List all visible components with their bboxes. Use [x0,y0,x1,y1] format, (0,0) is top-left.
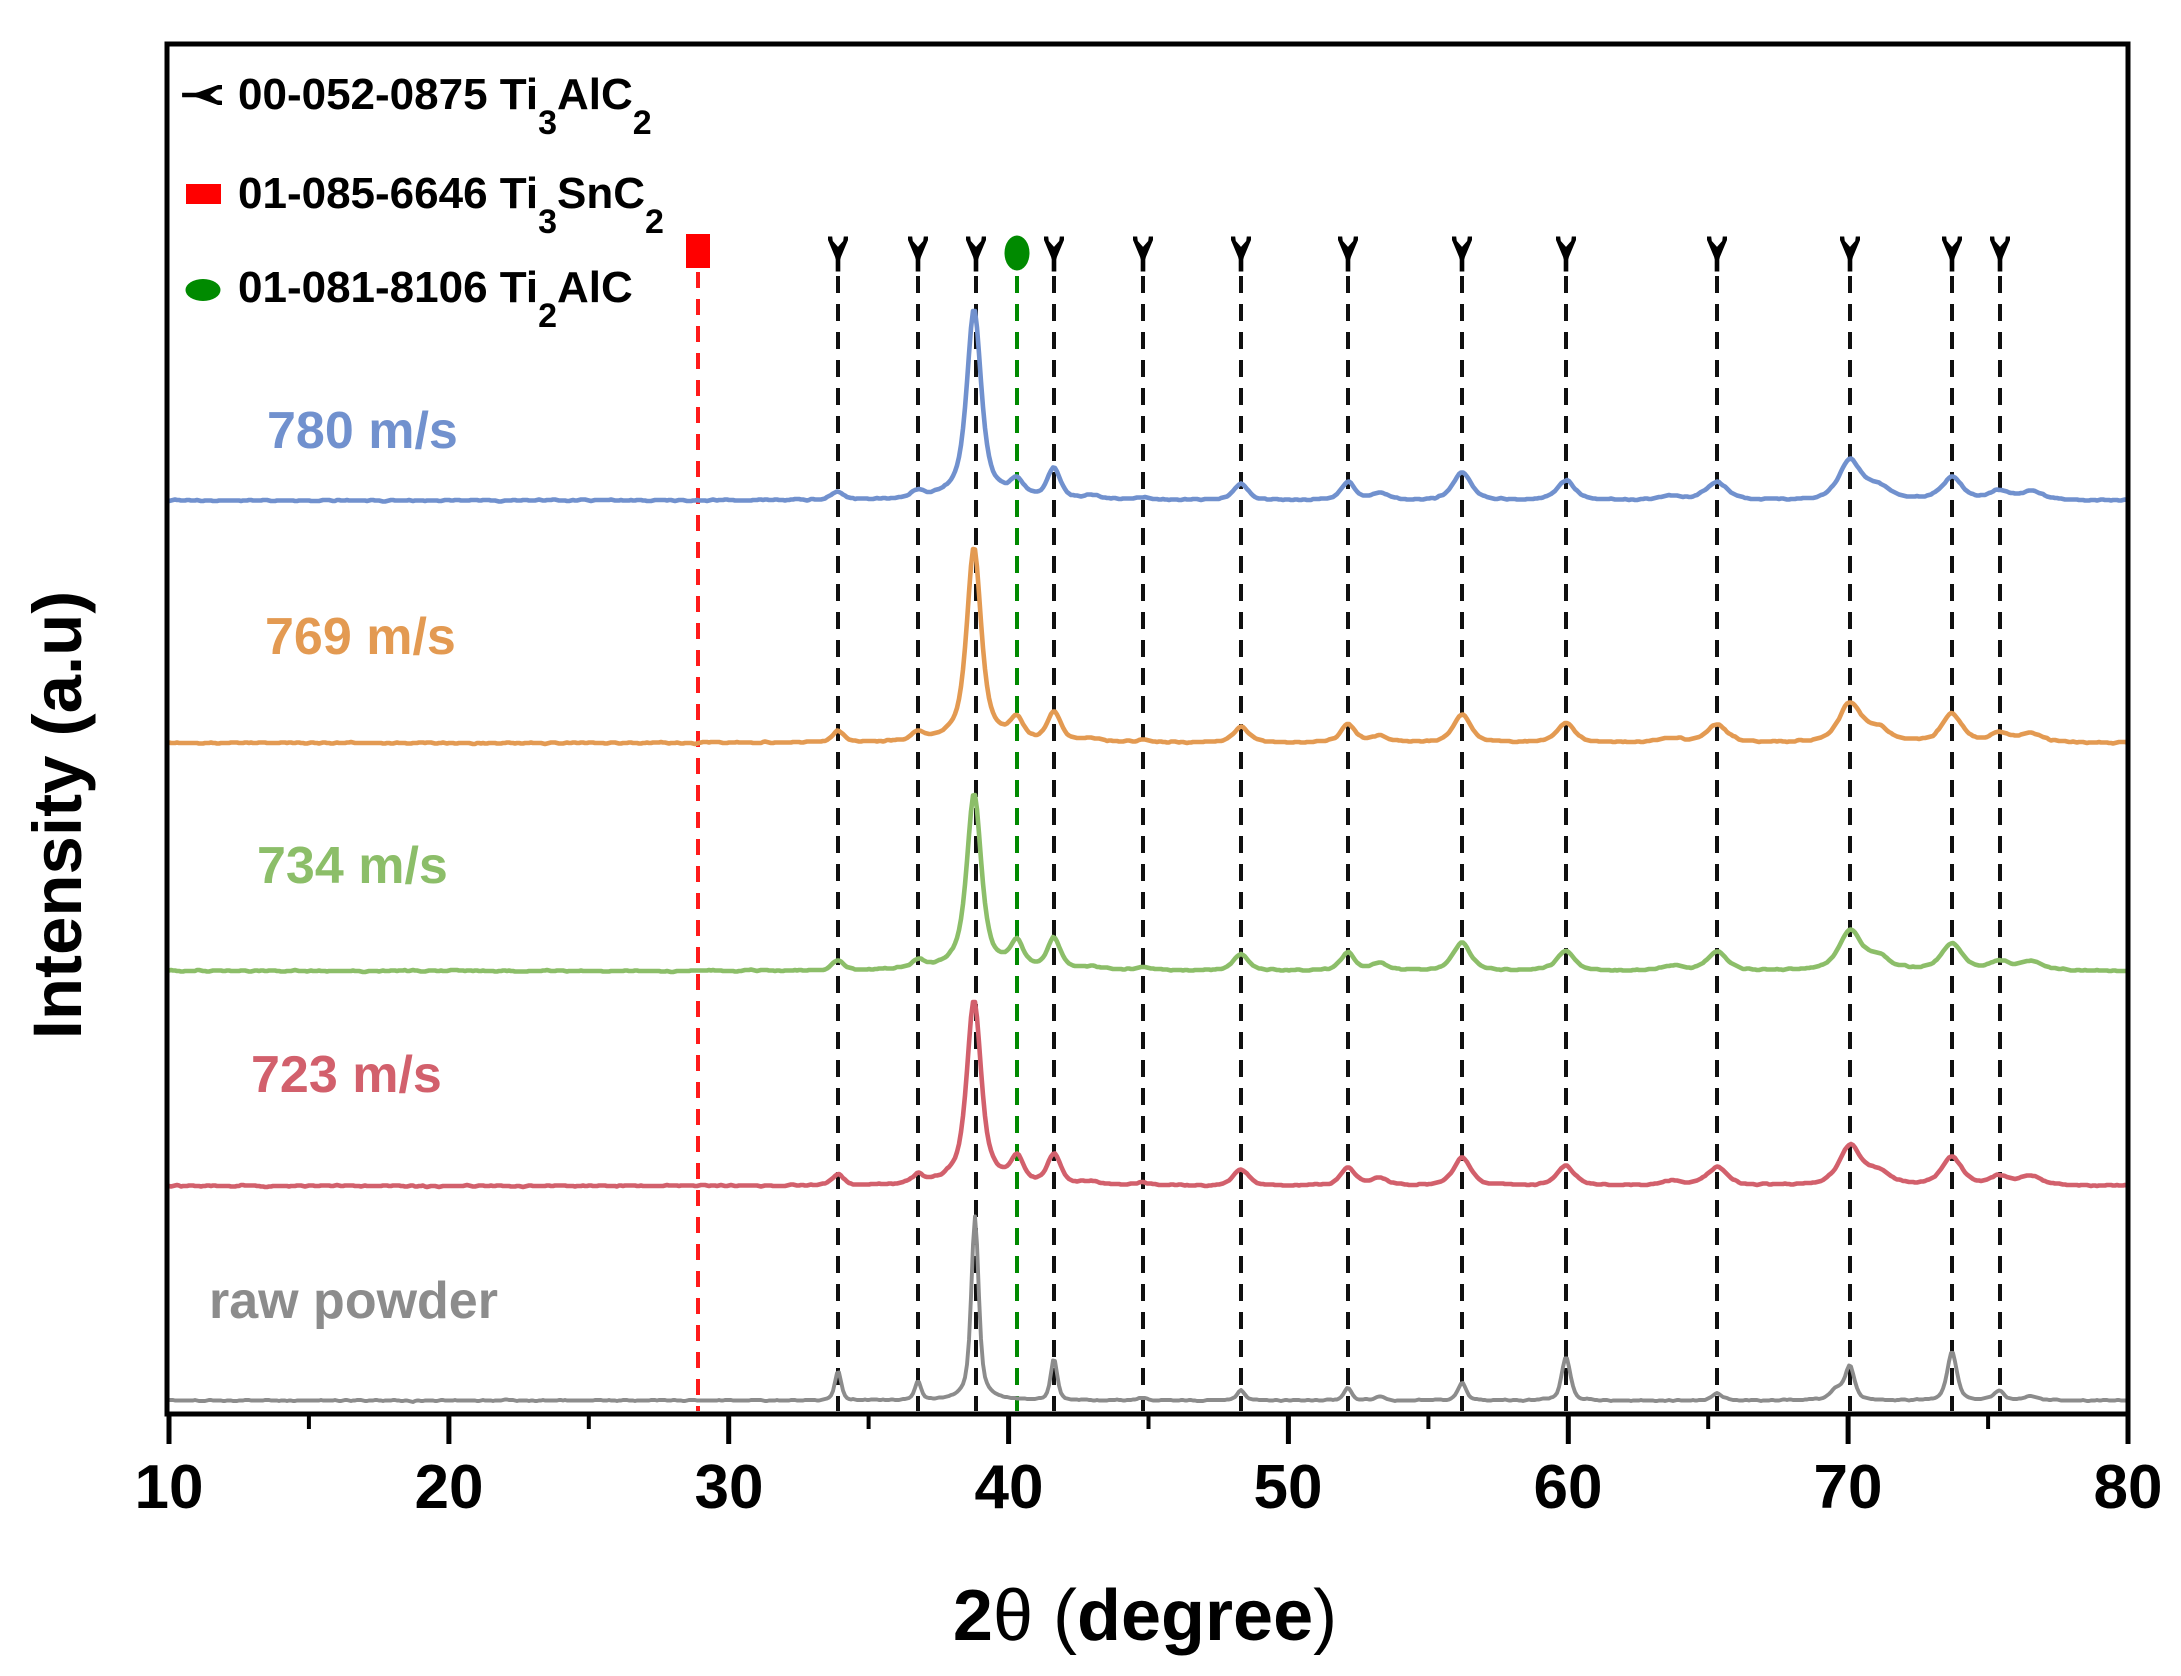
svg-text:20: 20 [415,1453,484,1522]
svg-text:60: 60 [1534,1453,1603,1522]
svg-text:80: 80 [2094,1453,2163,1522]
svg-text:10: 10 [135,1453,204,1522]
svg-text:40: 40 [975,1453,1044,1522]
svg-text:780 m/s: 780 m/s [267,402,458,460]
svg-text:734 m/s: 734 m/s [257,837,448,895]
svg-text:raw powder: raw powder [209,1272,498,1330]
svg-text:2θ (degree): 2θ (degree) [953,1576,1337,1656]
svg-text:723 m/s: 723 m/s [251,1046,442,1104]
svg-text:769 m/s: 769 m/s [265,608,456,666]
svg-text:Intensity (a.u): Intensity (a.u) [19,591,96,1040]
svg-text:30: 30 [695,1453,764,1522]
svg-text:70: 70 [1814,1453,1883,1522]
svg-text:50: 50 [1254,1453,1323,1522]
